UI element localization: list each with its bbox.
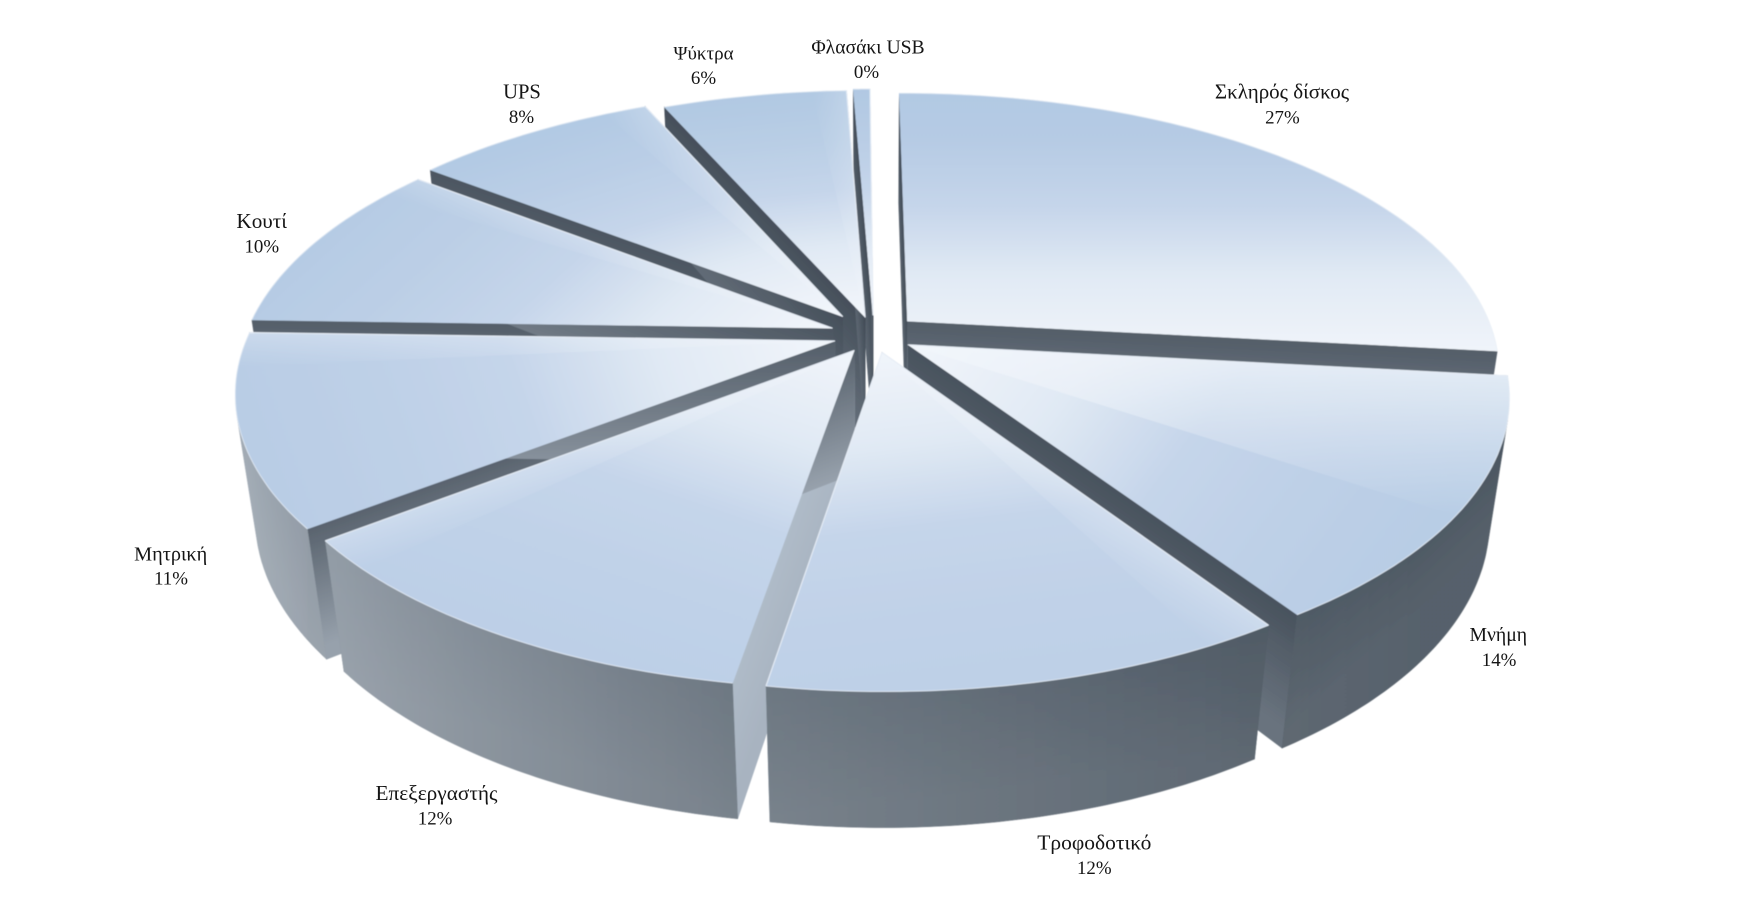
svg-text:10%: 10% — [244, 237, 279, 258]
svg-text:Μνήμη: Μνήμη — [1470, 624, 1528, 646]
svg-text:Μητρική: Μητρική — [134, 543, 207, 565]
svg-text:UPS: UPS — [503, 81, 541, 103]
svg-text:Φλασάκι USB: Φλασάκι USB — [811, 37, 924, 59]
svg-text:12%: 12% — [1077, 858, 1112, 879]
svg-text:6%: 6% — [691, 68, 716, 89]
svg-text:Τροφοδοτικό: Τροφοδοτικό — [1037, 831, 1151, 855]
svg-text:Ψύκτρα: Ψύκτρα — [673, 43, 733, 64]
svg-text:8%: 8% — [509, 107, 534, 128]
svg-text:12%: 12% — [418, 809, 453, 830]
svg-text:14%: 14% — [1482, 650, 1517, 671]
svg-text:Κουτί: Κουτί — [236, 209, 287, 233]
svg-text:0%: 0% — [854, 62, 879, 83]
svg-text:Σκληρός δίσκος: Σκληρός δίσκος — [1215, 80, 1350, 104]
svg-text:Επεξεργαστής: Επεξεργαστής — [376, 781, 499, 805]
svg-text:27%: 27% — [1265, 107, 1300, 128]
svg-text:11%: 11% — [154, 568, 188, 589]
